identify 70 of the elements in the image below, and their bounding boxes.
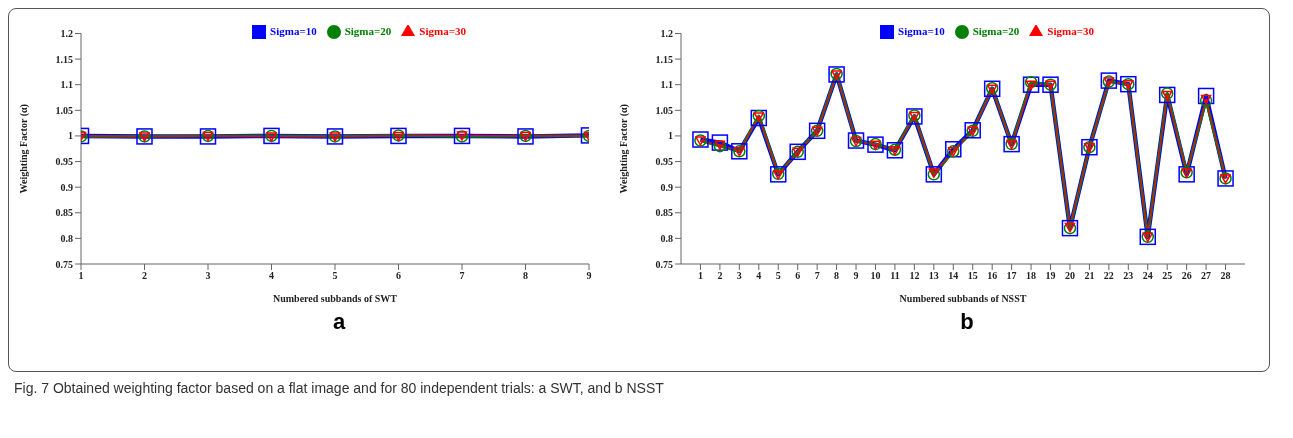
y-tick-label: 0.8: [60, 232, 73, 244]
y-tick-label: 1.15: [655, 53, 673, 65]
legend-label: Sigma=10: [270, 25, 317, 37]
x-tick-label: 24: [1142, 270, 1153, 282]
x-tick-label: 3: [736, 270, 742, 282]
y-axis-title: Weighting Factor (α): [617, 104, 630, 194]
y-tick-label: 0.75: [55, 258, 73, 270]
y-tick-label: 0.95: [55, 156, 73, 168]
x-tick-label: 1: [78, 270, 84, 282]
legend-label: Sigma=20: [972, 25, 1020, 37]
y-tick-label: 1.1: [60, 79, 73, 91]
x-tick-label: 9: [586, 270, 592, 282]
legend-label: Sigma=20: [344, 25, 392, 37]
y-tick-label: 1.2: [60, 28, 73, 40]
x-tick-label: 2: [142, 270, 147, 282]
x-axis-title: Numbered subbands of SWT: [272, 293, 398, 304]
x-tick-label: 17: [1006, 270, 1017, 282]
x-tick-label: 22: [1103, 270, 1114, 282]
x-tick-label: 27: [1201, 270, 1212, 282]
y-tick-label: 0.85: [655, 207, 673, 219]
x-tick-label: 7: [459, 270, 465, 282]
y-tick-label: 1: [668, 130, 673, 142]
y-tick-label: 0.8: [660, 232, 673, 244]
x-tick-label: 4: [269, 270, 274, 282]
x-axis-title: Numbered subbands of NSST: [899, 293, 1027, 304]
x-tick-label: 3: [205, 270, 211, 282]
x-tick-label: 13: [928, 270, 939, 282]
x-tick-label: 6: [396, 270, 401, 282]
y-tick-label: 1.05: [655, 104, 673, 116]
x-tick-label: 11: [890, 270, 900, 282]
caption: Fig. 7 Obtained weighting factor based on a flat image and for 80 independent trials: a SWT, and b NSST: [14, 380, 665, 396]
y-tick-label: 1.2: [660, 28, 673, 40]
x-tick-label: 16: [987, 270, 998, 282]
legend-label: Sigma=10: [898, 25, 945, 37]
y-tick-label: 1.05: [55, 104, 73, 116]
y-tick-label: 0.9: [660, 181, 673, 193]
x-tick-label: 19: [1045, 270, 1056, 282]
x-tick-label: 1: [697, 270, 703, 282]
x-tick-label: 8: [523, 270, 528, 282]
y-tick-label: 0.75: [655, 258, 673, 270]
text: b: [959, 309, 975, 335]
x-tick-label: 9: [853, 270, 859, 282]
x-tick-label: 10: [870, 270, 881, 282]
x-tick-label: 12: [909, 270, 920, 282]
y-tick-label: 1.15: [55, 53, 73, 65]
y-axis-title: Weighting Factor (α): [17, 104, 30, 194]
y-tick-label: 0.9: [60, 181, 73, 193]
x-tick-label: 25: [1162, 270, 1173, 282]
x-tick-label: 21: [1084, 270, 1095, 282]
y-tick-label: 0.85: [55, 207, 73, 219]
x-tick-label: 6: [795, 270, 801, 282]
x-tick-label: 26: [1181, 270, 1192, 282]
x-tick-label: 23: [1123, 270, 1134, 282]
legend-label: Sigma=30: [1047, 25, 1094, 37]
y-tick-label: 1.1: [660, 79, 673, 91]
x-tick-label: 15: [967, 270, 978, 282]
x-tick-label: 18: [1026, 270, 1037, 282]
x-tick-label: 7: [814, 270, 820, 282]
legend-label: Sigma=30: [419, 25, 466, 37]
y-tick-label: 0.95: [655, 156, 673, 168]
x-tick-label: 8: [834, 270, 840, 282]
x-tick-label: 5: [775, 270, 781, 282]
x-tick-label: 5: [332, 270, 338, 282]
y-tick-label: 1: [68, 130, 73, 142]
x-tick-label: 28: [1220, 270, 1231, 282]
x-tick-label: 20: [1064, 270, 1075, 282]
x-tick-label: 4: [756, 270, 762, 282]
x-tick-label: 14: [948, 270, 959, 282]
text: a: [331, 309, 347, 335]
x-tick-label: 2: [717, 270, 723, 282]
